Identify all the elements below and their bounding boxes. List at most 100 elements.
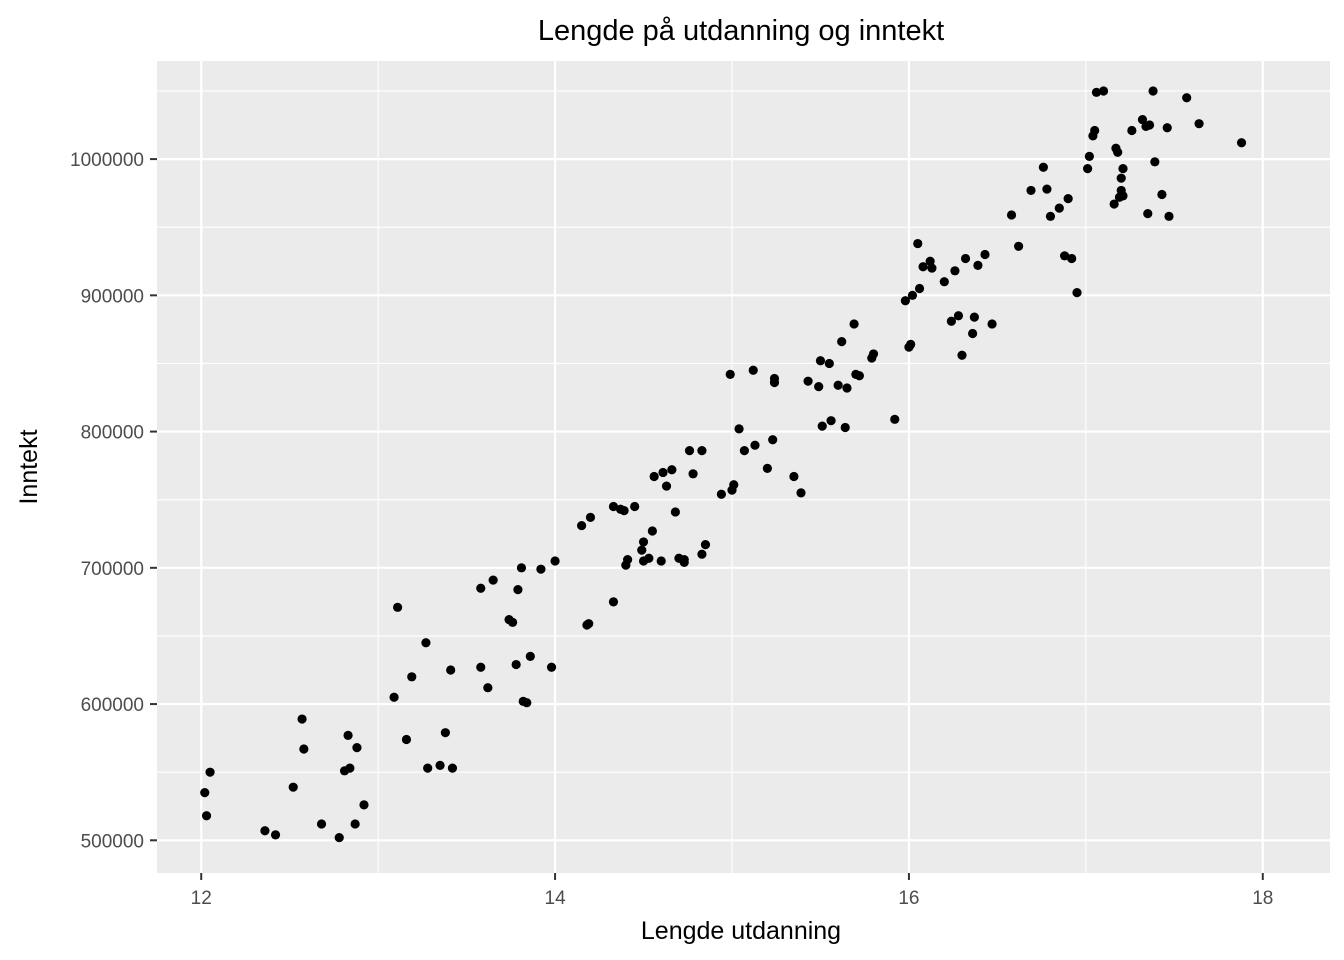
data-point (734, 424, 744, 434)
data-point (511, 659, 521, 670)
data-point (803, 376, 813, 386)
y-tick-label: 900000 (81, 286, 144, 307)
data-point (700, 540, 711, 550)
data-point (423, 763, 433, 773)
x-tick-label: 18 (1252, 888, 1273, 909)
y-tick-label: 500000 (81, 831, 144, 852)
data-point (906, 339, 916, 349)
data-point (969, 312, 979, 322)
data-point (670, 507, 680, 517)
data-point (980, 249, 990, 260)
y-tick-label: 800000 (81, 423, 144, 444)
data-point (854, 371, 864, 381)
data-point (656, 556, 666, 566)
data-point (536, 564, 546, 574)
y-axis-ticks: 500000 600000 700000 800000 900000 1000000 (70, 150, 157, 852)
data-point (316, 819, 327, 829)
data-point (833, 380, 843, 390)
data-point (546, 662, 557, 672)
data-point (1083, 164, 1093, 174)
data-point (1063, 194, 1073, 204)
data-point (939, 277, 949, 287)
data-point (716, 489, 726, 499)
data-point (658, 467, 668, 478)
data-point (661, 481, 672, 491)
data-point (488, 575, 498, 585)
data-point (1116, 173, 1126, 183)
data-point (789, 471, 799, 482)
data-point (1006, 210, 1017, 220)
data-point (826, 416, 836, 426)
data-point (550, 556, 560, 566)
data-point (201, 811, 212, 821)
data-point (890, 414, 900, 424)
data-point (1157, 189, 1167, 200)
data-point (667, 465, 677, 475)
data-point (619, 505, 629, 516)
x-tick-label: 16 (898, 888, 919, 909)
data-point (608, 597, 619, 607)
data-point (630, 501, 640, 512)
data-point (260, 826, 270, 836)
data-point (297, 714, 307, 724)
minor-gridlines (157, 61, 1330, 873)
data-point (1109, 199, 1119, 209)
data-point (1118, 191, 1128, 201)
data-point (352, 743, 362, 753)
data-point (769, 377, 780, 388)
data-point (407, 672, 417, 682)
data-point (577, 520, 587, 531)
data-point (584, 619, 594, 629)
data-point (288, 782, 298, 792)
data-point (1067, 253, 1077, 264)
data-point (1091, 87, 1102, 97)
data-point (729, 480, 739, 490)
data-point (359, 800, 369, 810)
data-point (1118, 164, 1128, 174)
data-point (637, 545, 647, 555)
data-point (815, 356, 826, 366)
data-point (299, 744, 309, 754)
data-point (837, 337, 847, 347)
data-point (446, 665, 456, 675)
data-point (608, 501, 619, 512)
data-point (762, 463, 772, 473)
data-point (1137, 114, 1148, 125)
data-point (1236, 138, 1247, 148)
data-point (350, 819, 360, 829)
data-point (421, 638, 431, 648)
data-point (697, 549, 707, 559)
data-point (649, 471, 659, 482)
data-point (1072, 288, 1082, 298)
data-point (389, 692, 399, 702)
data-point (684, 446, 695, 456)
data-point (968, 328, 978, 339)
data-point (270, 830, 281, 840)
data-point (824, 358, 834, 369)
data-point (1038, 162, 1048, 172)
data-point (1113, 147, 1123, 157)
data-point (1060, 251, 1070, 261)
y-tick-label: 700000 (81, 559, 144, 580)
data-point (748, 365, 758, 375)
data-point (1162, 123, 1172, 133)
data-point (842, 383, 852, 393)
data-point (343, 730, 353, 740)
data-point (688, 469, 698, 479)
data-point (401, 734, 412, 745)
data-point (525, 651, 535, 661)
data-point (927, 263, 937, 273)
data-point (623, 555, 633, 565)
data-point (946, 316, 956, 326)
data-point (483, 683, 493, 693)
data-point (585, 512, 596, 523)
chart-title: Lengde på utdanning og inntekt (538, 15, 944, 47)
data-point (914, 283, 925, 294)
data-point (1014, 241, 1024, 251)
data-point (697, 446, 707, 456)
data-point (440, 728, 450, 738)
data-point (987, 319, 997, 329)
data-point (435, 760, 445, 770)
data-point (950, 266, 960, 276)
